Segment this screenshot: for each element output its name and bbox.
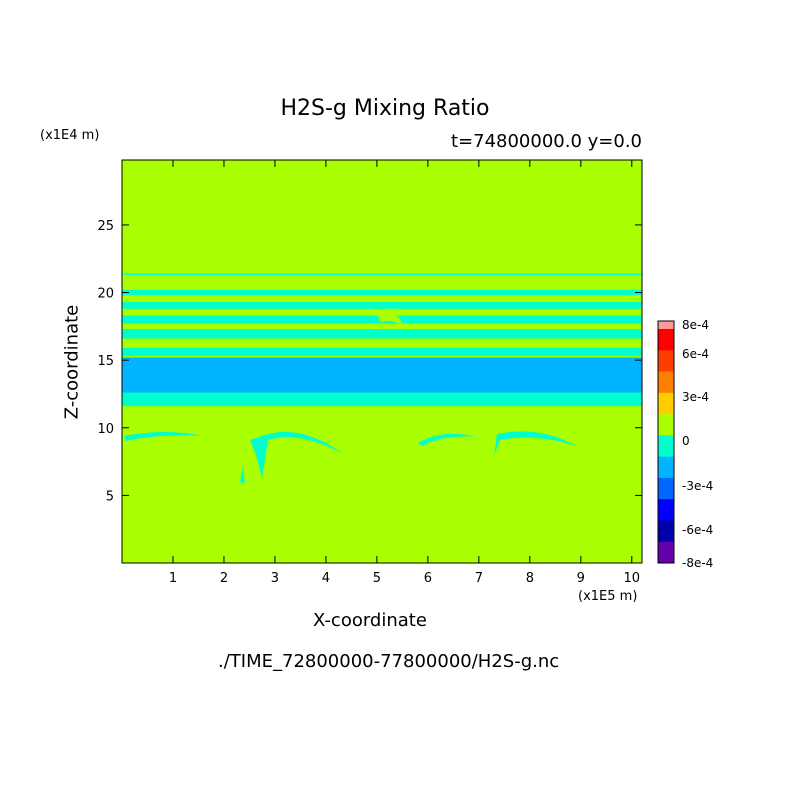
colorbar-label: 3e-4 xyxy=(682,390,709,404)
colorbar-frame xyxy=(657,320,675,564)
colorbar: 8e-4 6e-4 3e-4 0 -3e-4 -6e-4 -8e-4 xyxy=(657,318,713,570)
contour-band xyxy=(122,357,642,393)
contour-arc xyxy=(124,432,203,441)
x-axis-unit: (x1E5 m) xyxy=(578,589,638,604)
source-file-path: ./TIME_72800000-77800000/H2S-g.nc xyxy=(218,651,560,672)
colorbar-swatch xyxy=(658,329,674,351)
x-tick-label: 2 xyxy=(220,571,228,586)
contour-arc xyxy=(250,431,345,478)
colorbar-label: -3e-4 xyxy=(682,479,713,493)
y-tick-label: 25 xyxy=(97,219,114,234)
y-tick-label: 15 xyxy=(97,354,114,369)
contour-band xyxy=(122,301,642,309)
y-axis-ticks: 5 10 15 20 25 xyxy=(97,219,642,504)
colorbar-swatch xyxy=(658,520,674,543)
x-tick-label: 5 xyxy=(373,571,381,586)
colorbar-swatch xyxy=(658,541,674,564)
colorbar-swatch xyxy=(658,350,674,373)
contour-features xyxy=(124,311,578,484)
colorbar-label: 0 xyxy=(682,434,690,448)
colorbar-swatch xyxy=(658,477,674,500)
contour-band xyxy=(122,289,642,296)
x-tick-label: 1 xyxy=(169,571,177,586)
plot-frame xyxy=(121,159,643,564)
contour-band xyxy=(122,273,642,275)
x-tick-label: 10 xyxy=(624,571,641,586)
contour-band xyxy=(122,329,642,339)
y-tick-label: 20 xyxy=(97,287,114,302)
colorbar-swatch xyxy=(658,371,674,394)
contour-arc xyxy=(494,431,578,456)
contour-band xyxy=(122,347,642,357)
y-axis-unit: (x1E4 m) xyxy=(40,128,100,143)
chart-subtitle: t=74800000.0 y=0.0 xyxy=(450,131,642,152)
contour-arc xyxy=(418,433,476,446)
colorbar-swatch xyxy=(658,414,674,436)
x-tick-label: 9 xyxy=(577,571,585,586)
colorbar-swatch xyxy=(658,499,674,521)
colorbar-label: 6e-4 xyxy=(682,347,709,361)
x-tick-label: 6 xyxy=(424,571,432,586)
colorbar-swatch xyxy=(658,321,674,329)
colorbar-swatch xyxy=(658,456,674,479)
colorbar-swatch xyxy=(658,435,674,458)
contour-bump xyxy=(378,311,405,328)
colorbar-label: -6e-4 xyxy=(682,523,713,537)
colorbar-swatch xyxy=(658,392,674,415)
y-tick-label: 10 xyxy=(97,422,114,437)
colorbar-label: -8e-4 xyxy=(682,556,713,570)
x-tick-label: 3 xyxy=(271,571,279,586)
contour-arc xyxy=(240,466,245,484)
x-axis-label: X-coordinate xyxy=(313,610,427,631)
colorbar-label: 8e-4 xyxy=(682,318,709,332)
x-tick-label: 4 xyxy=(322,571,330,586)
x-tick-label: 8 xyxy=(526,571,534,586)
chart-title: H2S-g Mixing Ratio xyxy=(280,96,490,121)
y-tick-label: 5 xyxy=(106,489,114,504)
x-axis-ticks: 1 2 3 4 5 6 7 8 9 10 xyxy=(169,160,640,586)
x-tick-label: 7 xyxy=(475,571,483,586)
